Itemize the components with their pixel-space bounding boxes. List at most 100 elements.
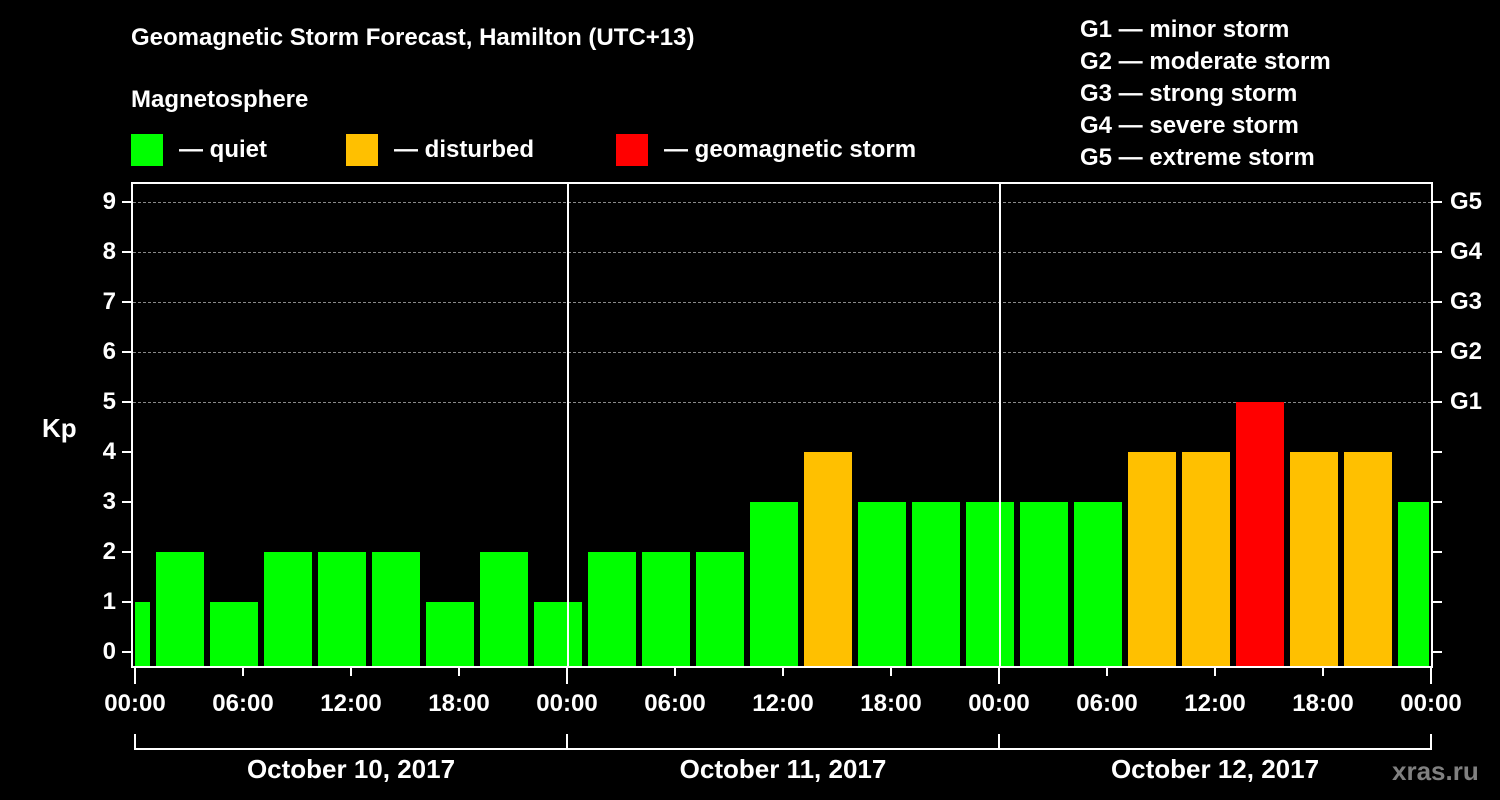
g5-legend: G5 — extreme storm: [1080, 144, 1315, 171]
quiet-swatch-icon: [131, 134, 163, 166]
x-tick-label: 12:00: [1184, 690, 1246, 717]
bracket-end: [1430, 734, 1432, 750]
y-tick-right: [1433, 451, 1442, 453]
x-tick-label: 06:00: [1076, 690, 1138, 717]
chart-title: Geomagnetic Storm Forecast, Hamilton (UT…: [131, 24, 695, 51]
x-tick: [350, 668, 352, 676]
y-axis-label: Kp: [42, 413, 77, 443]
y-tick-label: 4: [102, 438, 116, 465]
x-tick-label: 06:00: [212, 690, 274, 717]
x-tick: [1322, 668, 1324, 676]
g-scale-label: G4: [1450, 238, 1483, 265]
x-tick-label: 00:00: [1400, 690, 1462, 717]
y-tick-right: [1433, 351, 1442, 353]
date-bracket: [999, 748, 1431, 750]
y-tick-right: [1433, 401, 1442, 403]
x-tick-label: 06:00: [644, 690, 706, 717]
y-tick-right: [1433, 551, 1442, 553]
x-tick: [890, 668, 892, 676]
y-tick-label: 5: [102, 388, 116, 415]
bracket-end: [998, 734, 1000, 750]
y-tick: [122, 451, 131, 453]
kp-bar: [1398, 502, 1429, 667]
gridline: [133, 252, 1431, 253]
kp-bar: [912, 502, 960, 667]
gridline: [133, 352, 1431, 353]
x-tick-label: 18:00: [428, 690, 490, 717]
gridline: [133, 202, 1431, 203]
g-scale-label: G1: [1450, 388, 1483, 415]
g4-legend: G4 — severe storm: [1080, 112, 1299, 139]
storm-swatch-icon: [616, 134, 648, 166]
x-tick-label: 00:00: [104, 690, 166, 717]
legend-quiet: — quiet: [131, 134, 267, 166]
x-tick: [1106, 668, 1108, 676]
x-tick: [242, 668, 244, 676]
legend-disturbed: — disturbed: [346, 134, 534, 166]
y-tick-label: 6: [102, 338, 116, 365]
kp-bar: [210, 602, 258, 667]
bracket-end: [566, 734, 568, 750]
legend-storm: — geomagnetic storm: [616, 134, 916, 166]
y-tick-right: [1433, 301, 1442, 303]
kp-bar: [966, 502, 1014, 667]
x-tick-label: 00:00: [536, 690, 598, 717]
y-tick-label: 8: [102, 238, 116, 265]
legend-title: Magnetosphere: [131, 86, 309, 113]
y-tick-right: [1433, 651, 1442, 653]
kp-bar: [1020, 502, 1068, 667]
date-label: October 12, 2017: [1110, 754, 1320, 784]
kp-bar: [642, 552, 690, 667]
y-tick: [122, 201, 131, 203]
kp-bar: [696, 552, 744, 667]
g1-legend: G1 — minor storm: [1080, 16, 1290, 43]
y-tick: [122, 251, 131, 253]
y-tick: [122, 601, 131, 603]
x-tick: [458, 668, 460, 676]
y-tick-label: 3: [102, 488, 116, 515]
g-scale-label: G5: [1450, 188, 1483, 215]
x-tick-label: 18:00: [1292, 690, 1354, 717]
y-tick-right: [1433, 601, 1442, 603]
gridline: [133, 402, 1431, 403]
kp-bar: [1344, 452, 1392, 667]
kp-bar: [264, 552, 312, 667]
kp-bar: [156, 552, 204, 667]
plot-frame: [131, 182, 1433, 668]
kp-bar: [1128, 452, 1176, 667]
x-tick-label: 18:00: [860, 690, 922, 717]
kp-bar: [750, 502, 798, 667]
y-tick-right: [1433, 251, 1442, 253]
kp-bar: [588, 552, 636, 667]
kp-bar: [1290, 452, 1338, 667]
x-tick-label: 12:00: [752, 690, 814, 717]
kp-bar: [1182, 452, 1230, 667]
bracket-end: [134, 734, 136, 750]
x-tick-label: 12:00: [320, 690, 382, 717]
g3-legend: G3 — strong storm: [1080, 80, 1298, 107]
kp-bar: [480, 552, 528, 667]
x-tick: [998, 668, 1000, 684]
y-tick: [122, 551, 131, 553]
gridline: [133, 302, 1431, 303]
kp-bar: [804, 452, 852, 667]
y-tick-label: 9: [102, 188, 116, 215]
x-tick: [1214, 668, 1216, 676]
watermark: xras.ru: [1392, 756, 1479, 786]
day-separator: [999, 182, 1001, 668]
x-tick: [1430, 668, 1432, 684]
kp-bar: [534, 602, 582, 667]
x-tick: [674, 668, 676, 676]
date-bracket: [135, 748, 567, 750]
y-tick-right: [1433, 201, 1442, 203]
g2-legend: G2 — moderate storm: [1080, 48, 1331, 75]
y-tick-label: 0: [102, 638, 116, 665]
y-tick-label: 1: [102, 588, 116, 615]
y-tick-right: [1433, 501, 1442, 503]
legend-disturbed-label: — disturbed: [394, 136, 535, 163]
y-tick: [122, 651, 131, 653]
kp-bar: [1236, 402, 1284, 667]
y-tick-label: 7: [102, 288, 116, 315]
legend-storm-label: — geomagnetic storm: [664, 136, 917, 163]
day-separator: [567, 182, 569, 668]
